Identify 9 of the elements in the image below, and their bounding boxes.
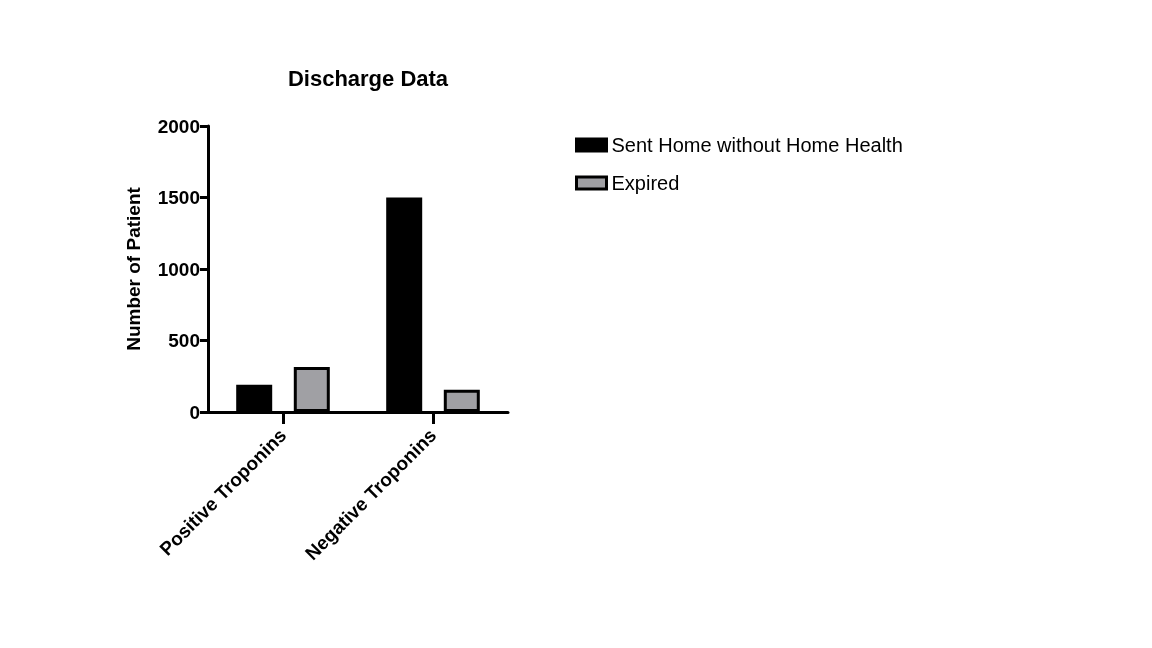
legend-label: Sent Home without Home Health xyxy=(611,134,903,156)
y-axis-title: Number of Patient xyxy=(123,186,144,351)
y-tick-label: 1000 xyxy=(157,258,200,280)
y-tick-label: 500 xyxy=(168,330,200,351)
y-tick-label: 0 xyxy=(189,401,200,423)
y-tick-label: 1500 xyxy=(157,187,200,208)
legend-label: Expired xyxy=(611,172,680,194)
chart-title: Discharge Data xyxy=(287,65,449,91)
y-tick-label: 2000 xyxy=(157,115,200,137)
